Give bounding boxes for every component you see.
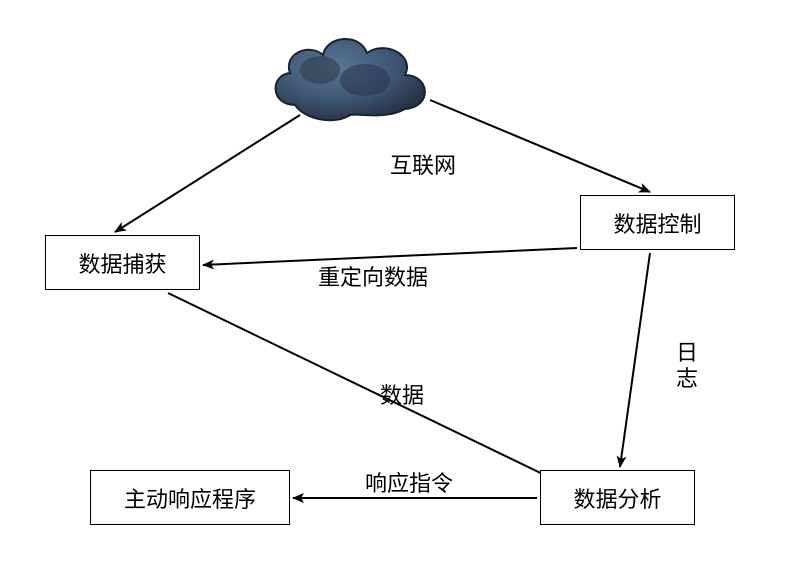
node-data-analysis: 数据分析 — [540, 470, 695, 525]
node-label: 主动响应程序 — [124, 482, 256, 514]
edge-arrow — [115, 115, 300, 232]
cloud-icon — [265, 25, 435, 130]
edge-arrow — [168, 293, 555, 480]
edge-arrow — [430, 100, 650, 192]
node-data-capture: 数据捕获 — [45, 235, 200, 290]
node-label: 数据控制 — [613, 207, 701, 239]
edge-arrow — [620, 253, 650, 467]
node-label: 数据捕获 — [78, 247, 166, 279]
node-data-control: 数据控制 — [580, 195, 735, 250]
cloud-label: 互联网 — [390, 148, 456, 180]
node-label: 数据分析 — [573, 482, 661, 514]
edge-label: 数据 — [380, 378, 424, 410]
edge-label: 日志 — [676, 340, 698, 393]
edge-label: 重定向数据 — [318, 260, 428, 292]
edge-label: 响应指令 — [365, 466, 453, 498]
diagram-canvas: 互联网 数据捕获 数据控制 数据分析 主动响应程序 重定向数据日志数据响应指令 — [0, 0, 793, 575]
node-active-response: 主动响应程序 — [90, 470, 290, 525]
